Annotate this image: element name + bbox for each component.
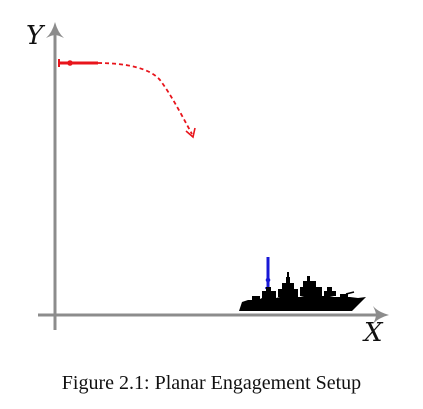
x-axis-label: X — [362, 318, 384, 348]
trajectory-arrowhead — [185, 127, 196, 139]
y-axis-label: Y — [26, 21, 46, 51]
interceptor-missile — [265, 257, 271, 289]
threat-trajectory — [97, 62, 193, 135]
ship-silhouette — [239, 272, 366, 311]
figure-caption: Figure 2.1: Planar Engagement Setup — [61, 372, 362, 394]
x-axis — [38, 306, 389, 324]
y-axis — [46, 22, 64, 330]
threat-missile — [58, 59, 98, 67]
